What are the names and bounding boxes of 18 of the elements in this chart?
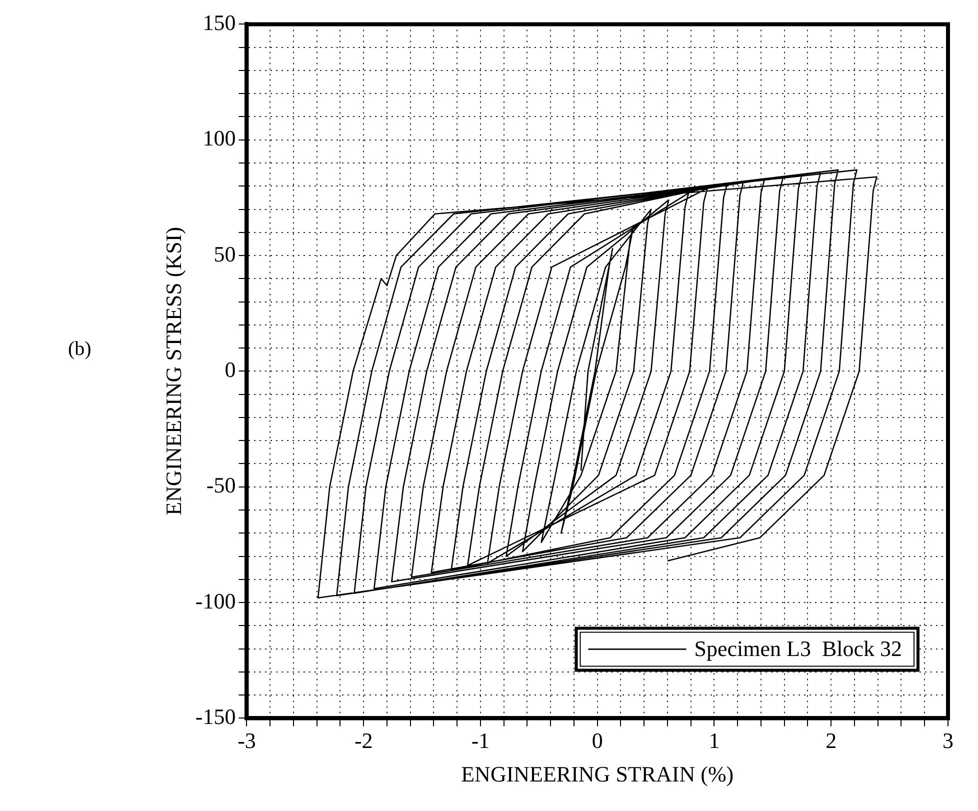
x-tick-label: 1 xyxy=(708,728,720,754)
legend-label: Specimen L3 Block 32 xyxy=(694,636,902,661)
y-tick-label: -150 xyxy=(195,704,236,729)
x-tick-label: 2 xyxy=(826,728,837,754)
x-tick-label: -2 xyxy=(354,728,373,754)
x-tick-label: 3 xyxy=(942,728,954,754)
y-tick-label: 100 xyxy=(202,126,236,151)
y-tick-label: -100 xyxy=(195,588,236,614)
y-tick-label: 0 xyxy=(224,356,236,382)
x-tick-label: 0 xyxy=(592,728,603,754)
y-tick-label: 150 xyxy=(202,10,236,35)
y-tick-label: 50 xyxy=(214,241,236,266)
text: (b) xyxy=(68,338,92,361)
x-tick-label: -3 xyxy=(238,728,256,754)
y-axis-title: ENGINEERING STRESS (KSI) xyxy=(160,226,186,516)
y-tick-label: -50 xyxy=(206,472,236,498)
x-axis-title: ENGINEERING STRAIN (%) xyxy=(461,762,734,787)
x-tick-label: -1 xyxy=(471,728,490,754)
